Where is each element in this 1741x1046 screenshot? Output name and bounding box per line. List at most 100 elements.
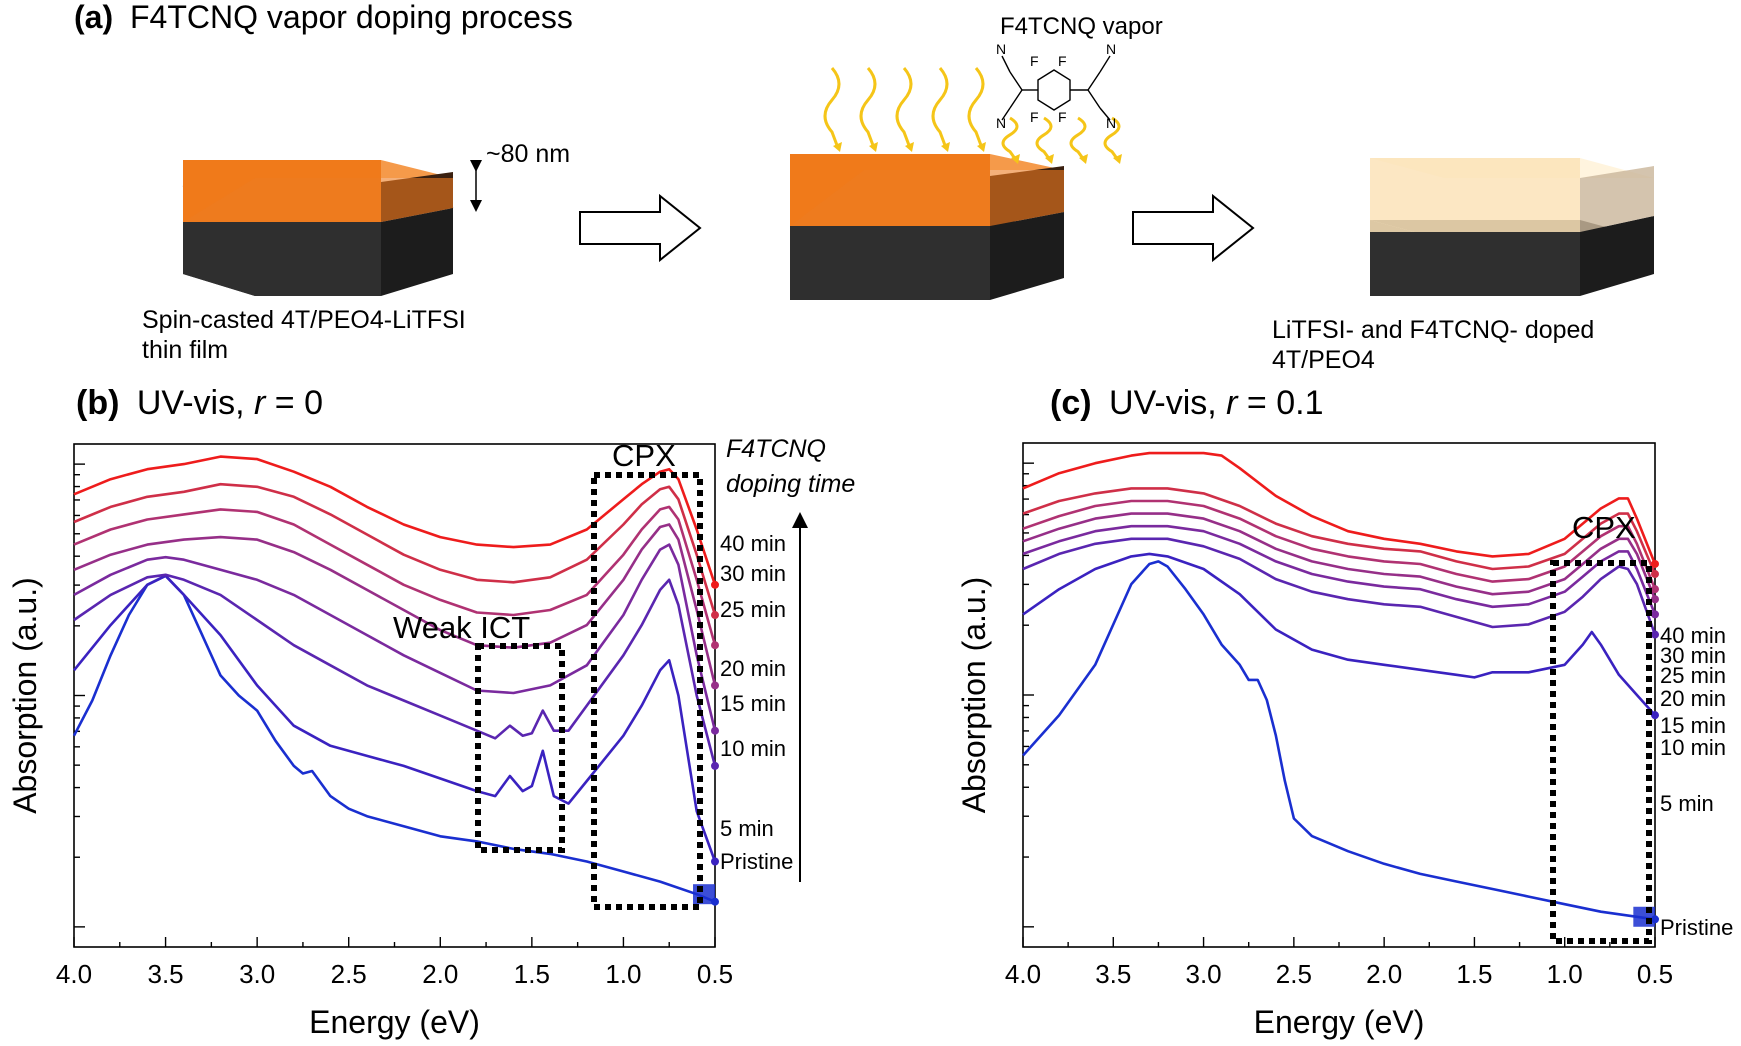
series-line-30-min [1022, 487, 1657, 575]
series-line-30-min [73, 482, 717, 616]
series-label: 5 min [1660, 791, 1714, 816]
series-line-5-min [72, 574, 717, 862]
x-tick-label: 1.5 [1456, 959, 1492, 989]
vapor-squiggle [931, 67, 949, 149]
series-label: 25 min [1660, 663, 1726, 688]
series-end-marker [1651, 610, 1659, 619]
vapor-arrows [823, 67, 1122, 164]
series-line-15-min [1022, 524, 1657, 615]
series-end-marker [1651, 585, 1659, 594]
series-line-25-min [1022, 499, 1657, 590]
series-end-marker [1651, 570, 1659, 579]
x-tick-label: 2.0 [1366, 959, 1402, 989]
series-end-marker [1651, 630, 1659, 639]
molecule-atom: F [1058, 53, 1067, 69]
substrate-front [183, 222, 381, 296]
series-end-marker [1651, 711, 1659, 720]
panel-b-title-text: UV-vis, [137, 384, 254, 422]
panel-b-title-suffix: = 0 [275, 384, 323, 422]
series-end-marker [711, 761, 719, 770]
plot-frame [1022, 442, 1656, 948]
series-label: 10 min [720, 736, 786, 761]
x-tick-label: 0.5 [697, 959, 733, 989]
vapor-squiggle [967, 67, 985, 149]
caption-pristine-line1: Spin-casted 4T/PEO4-LiTFSI [142, 306, 466, 334]
x-tick-label: 3.0 [239, 959, 275, 989]
vapor-squiggle [1103, 116, 1121, 161]
f4tcnq-molecule [1001, 55, 1111, 121]
thickness-label: ~80 nm [486, 140, 570, 168]
panel-b-title-var: r [254, 384, 267, 422]
x-tick-label: 1.5 [514, 959, 550, 989]
series-label: 30 min [1660, 643, 1726, 668]
x-tick-label: 1.0 [1547, 959, 1583, 989]
process-arrow-2 [1132, 193, 1255, 263]
x-tick-label: 4.0 [1005, 959, 1041, 989]
vapor-arrowhead [1079, 154, 1088, 164]
x-axis-label: Energy (eV) [309, 1004, 480, 1040]
vapor-squiggle [1035, 116, 1053, 161]
vapor-arrowhead [833, 142, 842, 152]
vapor-arrowhead [941, 142, 950, 152]
caption-pristine-line2: thin film [142, 336, 228, 364]
vapor-arrowhead [1045, 154, 1054, 164]
series-label: 5 min [720, 816, 774, 841]
panel-b-chart: (b) UV-vis, r = 0 4.0 3.5 3.0 2.5 2.0 1.5 1.0 0… [7, 384, 855, 1040]
series-line-25-min [73, 505, 717, 646]
series-line-10-min [1022, 537, 1657, 635]
molecule-atom: N [996, 115, 1006, 131]
panel-c-axes: 4.0 3.5 3.0 2.5 2.0 1.5 1.0 0.5 Energy (eV) Absor… [956, 442, 1673, 1040]
series-line-15-min [73, 543, 717, 732]
series-line-20-min [1022, 512, 1657, 600]
series-label: 20 min [1660, 686, 1726, 711]
film-stack-vapor [790, 154, 1064, 300]
series-label: 20 min [720, 656, 786, 681]
vapor-squiggle [859, 67, 877, 149]
series-line-20-min [73, 523, 717, 686]
panel-b-letter: (b) [76, 384, 119, 422]
panel-a-letter: (a) [74, 0, 113, 35]
caption-doped-line2: 4T/PEO4 [1272, 346, 1375, 374]
cpx-box-c [1550, 560, 1652, 944]
molecule-atom-labels: N N F F N N F F [996, 41, 1116, 131]
panel-c-title-suffix: = 0.1 [1247, 384, 1324, 422]
series-label: 15 min [720, 691, 786, 716]
panel-c-chart: (c) UV-vis, r = 0.1 4.0 3.5 3.0 2.5 2.0 1.5 1.… [956, 384, 1733, 1040]
series-end-marker [1651, 559, 1659, 568]
series-line-pristine [1022, 560, 1656, 921]
x-tick-label: 3.5 [147, 959, 183, 989]
annotation-weak-ict: Weak ICT [393, 610, 530, 645]
vapor-arrowhead [869, 142, 878, 152]
weak-ict-box [475, 643, 565, 853]
series-label: 25 min [720, 597, 786, 622]
molecule-atom: F [1030, 109, 1039, 125]
series-end-marker [711, 641, 719, 650]
panel-b-axes: 4.0 3.5 3.0 2.5 2.0 1.5 1.0 0.5 Energy (eV) Absor… [7, 443, 733, 1040]
molecule-atom: N [996, 41, 1006, 57]
series-label: 10 min [1660, 735, 1726, 760]
molecule-atom: F [1030, 53, 1039, 69]
pristine-noise [693, 884, 715, 905]
series-end-marker [711, 857, 719, 866]
y-axis-label: Absorption (a.u.) [956, 577, 992, 814]
molecule-atom: N [1106, 41, 1116, 57]
film-stack-doped [1370, 158, 1654, 296]
vapor-arrowhead [1011, 154, 1020, 164]
panel-c-curves [1022, 451, 1659, 927]
vapor-squiggle [823, 67, 841, 149]
vapor-squiggle [895, 67, 913, 149]
x-tick-label: 3.5 [1095, 959, 1131, 989]
vapor-arrowhead [905, 142, 914, 152]
panel-a-heading: (a) F4TCNQ vapor doping process [74, 0, 573, 35]
x-tick-label: 4.0 [56, 959, 92, 989]
panel-c-title-var: r [1226, 384, 1239, 422]
process-arrow-1 [579, 193, 702, 263]
molecule-atom: N [1106, 115, 1116, 131]
x-tick-label: 2.5 [1276, 959, 1312, 989]
series-line-5-min [1022, 552, 1656, 717]
vapor-arrowhead [1113, 154, 1122, 164]
series-end-marker [711, 580, 719, 589]
panel-c-letter: (c) [1050, 384, 1092, 422]
vapor-arrowhead [977, 142, 986, 152]
